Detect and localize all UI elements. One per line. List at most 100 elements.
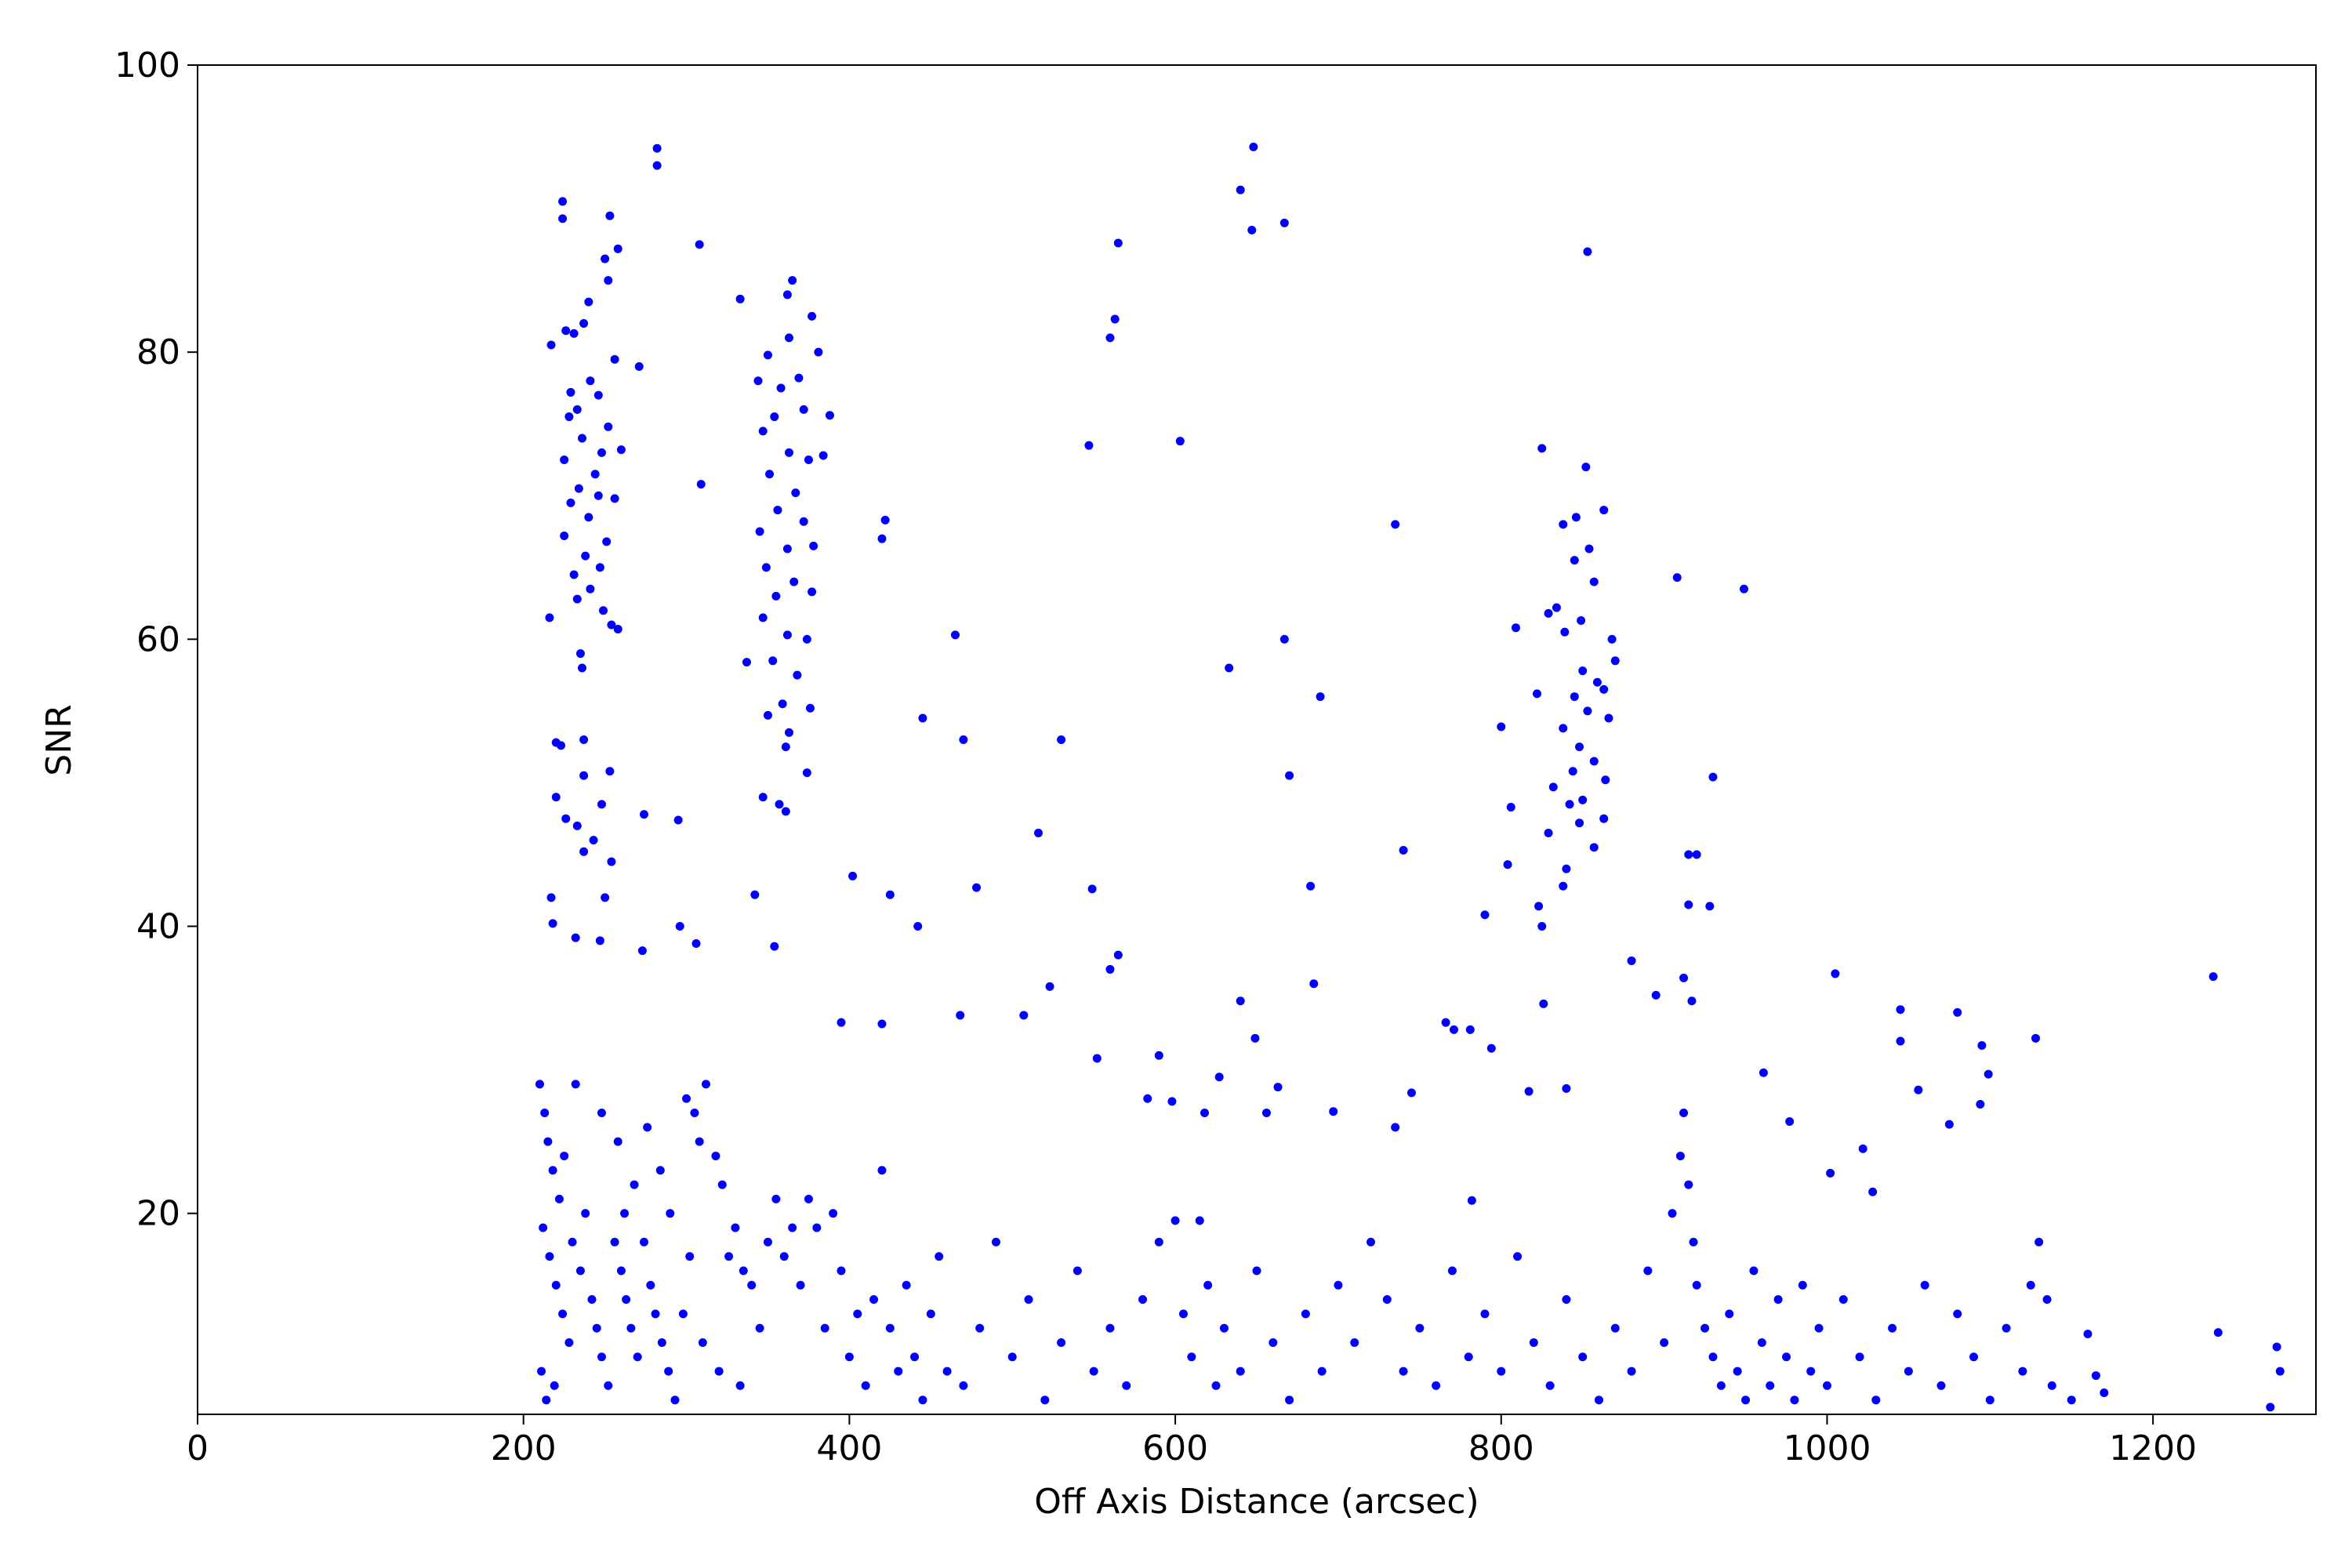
point <box>620 1209 630 1218</box>
point <box>569 328 579 338</box>
point <box>750 890 760 899</box>
point <box>2067 1396 2076 1405</box>
point <box>560 455 569 464</box>
point <box>1766 1381 1775 1390</box>
point <box>1790 1396 1799 1405</box>
point <box>959 1381 968 1390</box>
point <box>735 294 745 303</box>
point <box>1252 1266 1261 1276</box>
point <box>1261 1109 1271 1118</box>
point <box>1716 1381 1726 1390</box>
point <box>616 445 626 455</box>
point <box>639 810 648 819</box>
point <box>592 1323 601 1333</box>
point <box>804 455 813 464</box>
point <box>773 506 782 515</box>
point <box>560 532 569 541</box>
point <box>597 448 606 457</box>
point <box>646 1280 655 1290</box>
point <box>724 1252 734 1261</box>
point <box>770 412 779 422</box>
point <box>991 1237 1000 1247</box>
point <box>1513 1252 1523 1261</box>
point <box>2272 1342 2281 1352</box>
point <box>1465 1025 1475 1034</box>
point <box>597 1352 606 1362</box>
point <box>829 1209 838 1218</box>
point <box>569 570 579 579</box>
point <box>652 143 662 153</box>
point <box>535 1080 544 1089</box>
point <box>1571 513 1581 522</box>
point <box>678 1309 688 1319</box>
point <box>1285 771 1294 780</box>
point <box>975 1323 985 1333</box>
point <box>1607 634 1617 644</box>
point <box>1977 1040 1987 1050</box>
point <box>558 1309 568 1319</box>
point <box>747 1280 757 1290</box>
point <box>763 350 772 360</box>
point <box>1741 1396 1751 1405</box>
point <box>1122 1381 1131 1390</box>
point <box>572 594 582 604</box>
point <box>869 1295 879 1305</box>
point <box>1592 677 1602 687</box>
point <box>626 1323 636 1333</box>
point <box>575 1266 585 1276</box>
point <box>579 735 589 744</box>
point <box>779 1252 789 1261</box>
point <box>1565 800 1574 809</box>
point <box>548 919 557 928</box>
point <box>696 480 706 489</box>
point <box>1984 1069 1993 1079</box>
point <box>666 1209 675 1218</box>
point <box>1627 1367 1636 1376</box>
point <box>1214 1073 1224 1082</box>
point <box>637 946 647 956</box>
point <box>1692 1280 1701 1290</box>
point <box>1575 742 1584 752</box>
point <box>2266 1403 2275 1412</box>
point <box>1033 829 1043 838</box>
point <box>604 1381 613 1390</box>
point <box>1684 900 1693 909</box>
point <box>1583 706 1592 716</box>
point <box>1113 238 1123 248</box>
point <box>2026 1280 2035 1290</box>
point <box>758 613 768 622</box>
point <box>1759 1068 1768 1077</box>
point <box>1601 775 1610 785</box>
point <box>1279 634 1289 644</box>
point <box>1391 1123 1400 1132</box>
point <box>540 1109 550 1118</box>
point <box>1914 1085 1923 1094</box>
point <box>1247 226 1257 235</box>
point <box>695 1137 704 1146</box>
point <box>2083 1329 2092 1338</box>
point <box>1858 1144 1867 1153</box>
point <box>1045 982 1054 991</box>
point <box>1529 1338 1538 1347</box>
point <box>551 793 561 802</box>
y-tick-label: 40 <box>136 907 180 947</box>
point <box>539 1223 548 1232</box>
point <box>675 922 684 931</box>
point <box>1203 1280 1213 1290</box>
point <box>770 942 779 951</box>
point <box>601 893 610 902</box>
point <box>1651 990 1661 1000</box>
point <box>1798 1280 1807 1290</box>
point <box>758 426 768 436</box>
point <box>1187 1352 1196 1362</box>
point <box>714 1367 724 1376</box>
point <box>1154 1237 1163 1247</box>
point <box>574 484 583 493</box>
point <box>837 1018 846 1027</box>
point <box>782 630 792 640</box>
point <box>1545 1381 1555 1390</box>
point <box>1594 1396 1603 1405</box>
point <box>1679 1109 1689 1118</box>
point <box>1350 1338 1359 1347</box>
